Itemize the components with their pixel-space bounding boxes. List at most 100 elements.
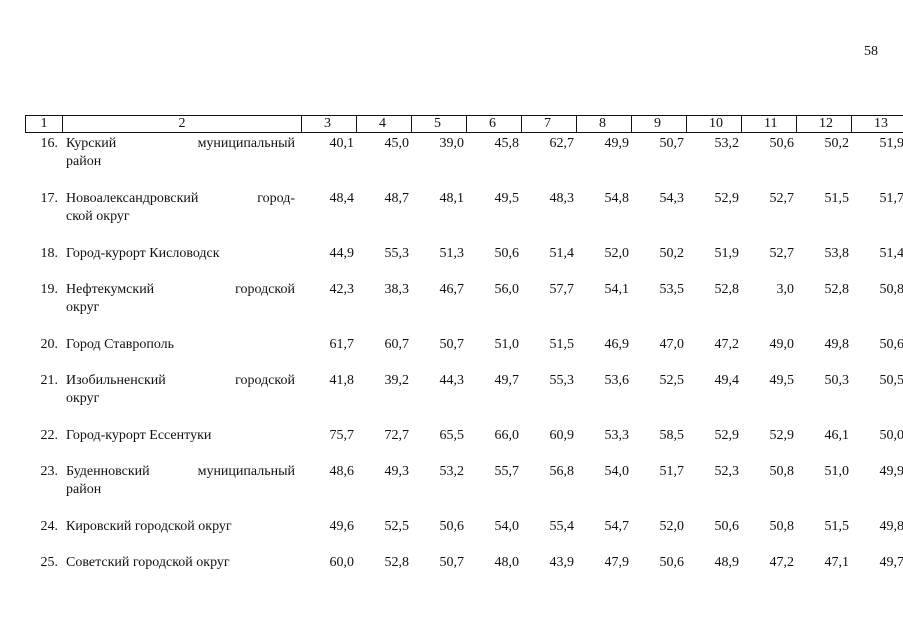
table-row: 23. Буденновский муниципальный район 48,6 49…	[25, 463, 903, 518]
page-number: 58	[864, 44, 878, 59]
value-cell-col11: 49,5	[769, 373, 795, 388]
value-cell-col10: 52,9	[714, 191, 740, 206]
row-name-line1: Новоалександровский город-	[66, 191, 295, 206]
value-cell-col11: 52,7	[769, 191, 795, 206]
value-cell-col8: 49,9	[604, 136, 630, 151]
row-name: Город-курорт Ессентуки	[62, 427, 301, 463]
value-cell-col8: 53,6	[604, 373, 630, 388]
value-cell-col6: 48,0	[494, 555, 520, 570]
header-cell-6: 6	[466, 115, 522, 133]
header-cell-1: 1	[25, 115, 63, 133]
row-name-line1: Город-курорт Ессентуки	[66, 428, 212, 443]
row-name: Советский городской округ	[62, 554, 301, 590]
value-cell-col6: 66,0	[494, 428, 520, 443]
header-cell-3: 3	[301, 115, 357, 133]
value-cell-col4: 72,7	[384, 428, 410, 443]
value-cell-col4: 39,2	[384, 373, 410, 388]
value-cell-col8: 53,3	[604, 428, 630, 443]
row-name-line1: Кировский городской округ	[66, 519, 232, 534]
row-number: 17.	[40, 191, 59, 206]
row-name-line2: ской округ	[66, 209, 130, 224]
row-name-line1: Буденновский муниципальный	[66, 464, 295, 479]
table-row: 18. Город-курорт Кисловодск 44,9 55,3 51,3 50…	[25, 245, 903, 281]
value-cell-col10: 51,9	[714, 246, 740, 261]
value-cell-col5: 51,3	[439, 246, 465, 261]
value-cell-col11: 52,7	[769, 246, 795, 261]
value-cell-col11: 50,8	[769, 519, 795, 534]
value-cell-col10: 47,2	[714, 337, 740, 352]
value-cell-col10: 52,3	[714, 464, 740, 479]
value-cell-col5: 50,7	[439, 555, 465, 570]
value-cell-col12: 50,3	[824, 373, 850, 388]
value-cell-col3: 48,6	[329, 464, 355, 479]
value-cell-col5: 39,0	[439, 136, 465, 151]
value-cell-col13: 49,8	[879, 519, 903, 534]
value-cell-col3: 42,3	[329, 282, 355, 297]
value-cell-col9: 51,7	[659, 464, 685, 479]
value-cell-col13: 50,6	[879, 337, 903, 352]
value-cell-col12: 51,5	[824, 191, 850, 206]
row-number: 25.	[40, 555, 59, 570]
row-number: 23.	[40, 464, 59, 479]
value-cell-col13: 49,7	[879, 555, 903, 570]
row-name: Город-курорт Кисловодск	[62, 245, 301, 281]
value-cell-col9: 50,2	[659, 246, 685, 261]
value-cell-col4: 52,8	[384, 555, 410, 570]
value-cell-col5: 50,6	[439, 519, 465, 534]
header-cell-11: 11	[741, 115, 797, 133]
value-cell-col4: 45,0	[384, 136, 410, 151]
value-cell-col5: 53,2	[439, 464, 465, 479]
value-cell-col3: 49,6	[329, 519, 355, 534]
row-name-line1: Курский муниципальный	[66, 136, 295, 151]
value-cell-col9: 52,0	[659, 519, 685, 534]
value-cell-col11: 49,0	[769, 337, 795, 352]
data-table: 16. Курский муниципальный район 40,1 45,0 39,…	[25, 135, 903, 590]
value-cell-col12: 53,8	[824, 246, 850, 261]
row-name: Изобильненский городской округ	[62, 372, 301, 427]
value-cell-col11: 50,8	[769, 464, 795, 479]
value-cell-col3: 44,9	[329, 246, 355, 261]
header-cell-8: 8	[576, 115, 632, 133]
value-cell-col11: 52,9	[769, 428, 795, 443]
value-cell-col7: 60,9	[549, 428, 575, 443]
row-name: Буденновский муниципальный район	[62, 463, 301, 518]
table-row: 25. Советский городской округ 60,0 52,8 50,7…	[25, 554, 903, 590]
value-cell-col8: 54,1	[604, 282, 630, 297]
row-name-line2: округ	[66, 300, 100, 315]
row-name: Нефтекумский городской округ	[62, 281, 301, 336]
table-row: 17. Новоалександровский город-ской округ 4…	[25, 190, 903, 245]
value-cell-col6: 51,0	[494, 337, 520, 352]
value-cell-col12: 46,1	[824, 428, 850, 443]
value-cell-col10: 50,6	[714, 519, 740, 534]
value-cell-col6: 45,8	[494, 136, 520, 151]
value-cell-col5: 46,7	[439, 282, 465, 297]
value-cell-col13: 51,9	[879, 136, 903, 151]
value-cell-col12: 50,2	[824, 136, 850, 151]
value-cell-col8: 54,7	[604, 519, 630, 534]
row-number: 24.	[40, 519, 59, 534]
header-cell-5: 5	[411, 115, 467, 133]
row-name: Новоалександровский город-ской округ	[62, 190, 301, 245]
value-cell-col3: 40,1	[329, 136, 355, 151]
row-name-line1: Город Ставрополь	[66, 337, 175, 352]
value-cell-col10: 53,2	[714, 136, 740, 151]
row-name-line2: округ	[66, 391, 100, 406]
value-cell-col13: 50,8	[879, 282, 903, 297]
value-cell-col3: 60,0	[329, 555, 355, 570]
value-cell-col11: 50,6	[769, 136, 795, 151]
value-cell-col9: 47,0	[659, 337, 685, 352]
value-cell-col7: 62,7	[549, 136, 575, 151]
header-cell-12: 12	[796, 115, 852, 133]
value-cell-col5: 65,5	[439, 428, 465, 443]
value-cell-col5: 50,7	[439, 337, 465, 352]
value-cell-col13: 51,4	[879, 246, 903, 261]
value-cell-col4: 60,7	[384, 337, 410, 352]
value-cell-col10: 52,9	[714, 428, 740, 443]
value-cell-col12: 47,1	[824, 555, 850, 570]
value-cell-col13: 51,7	[879, 191, 903, 206]
value-cell-col12: 51,5	[824, 519, 850, 534]
table-row: 20. Город Ставрополь 61,7 60,7 50,7 51,0 51,5 4…	[25, 336, 903, 372]
value-cell-col10: 49,4	[714, 373, 740, 388]
value-cell-col9: 52,5	[659, 373, 685, 388]
header-cell-2: 2	[62, 115, 302, 133]
